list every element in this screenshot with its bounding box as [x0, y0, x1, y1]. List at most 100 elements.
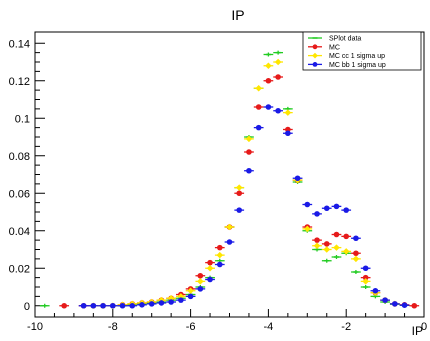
data-point [187, 293, 194, 300]
series-1 [59, 74, 420, 309]
data-point [255, 84, 262, 92]
data-point [284, 109, 292, 116]
data-point [313, 242, 321, 250]
data-point [255, 104, 262, 110]
data-point [255, 124, 262, 131]
y-axis: 0 0.02 0.04 0.06 0.08 0.1 0.12 0.14 [9, 38, 45, 313]
data-point [362, 274, 369, 281]
data-point [90, 302, 97, 309]
data-point [323, 241, 330, 247]
data-point [342, 248, 350, 255]
y-tick-label: 0.04 [9, 226, 30, 238]
data-point [246, 149, 252, 155]
data-point [323, 205, 330, 212]
plot-frame [34, 31, 425, 318]
data-point [352, 255, 360, 263]
data-point [226, 239, 233, 245]
data-point [158, 300, 165, 306]
y-tick-label: 0.12 [9, 76, 30, 88]
data-point [236, 207, 243, 213]
y-tick-label: 0.1 [15, 113, 30, 125]
data-point [314, 237, 320, 243]
plot-border [34, 31, 425, 318]
data-point [207, 259, 213, 266]
data-point [265, 62, 272, 70]
data-point [187, 287, 194, 295]
y-tick-label: 0.06 [9, 188, 30, 200]
y-tick-label: 0.14 [9, 38, 30, 50]
series-layer [39, 50, 420, 310]
x-tick-label: 0 [421, 321, 427, 333]
data-point [353, 235, 359, 242]
data-point [401, 302, 408, 308]
data-point [245, 135, 253, 143]
data-point [372, 287, 379, 294]
y-tick-label: 0.08 [9, 151, 30, 163]
data-point [265, 104, 272, 110]
data-point [197, 272, 204, 279]
x-tick-label: -4 [264, 321, 274, 333]
data-point [207, 276, 213, 283]
data-point [129, 302, 136, 309]
data-point [294, 175, 301, 182]
data-point [236, 190, 243, 197]
y-tick-label: 0.02 [9, 263, 30, 275]
data-point [343, 233, 350, 240]
data-point [246, 167, 252, 174]
data-point [362, 265, 369, 272]
data-point [148, 301, 155, 307]
data-point [304, 201, 311, 208]
data-point [382, 297, 388, 303]
data-point [216, 251, 224, 259]
data-point [392, 301, 398, 307]
data-point [206, 264, 214, 272]
data-point [216, 244, 223, 251]
data-point [343, 207, 350, 213]
data-point [333, 244, 340, 251]
data-point [265, 77, 272, 84]
data-point [100, 302, 106, 309]
data-point [168, 299, 174, 305]
data-point [119, 302, 126, 309]
data-point [333, 231, 340, 238]
x-tick-label: -6 [186, 321, 196, 333]
x-tick-label: -10 [27, 321, 43, 333]
series-3 [78, 104, 410, 309]
x-axis-title: IP [412, 324, 423, 338]
data-point [304, 225, 311, 233]
x-tick-label: -2 [341, 321, 351, 333]
data-point [235, 184, 243, 191]
data-point [226, 223, 233, 231]
data-point [314, 211, 320, 217]
data-point [333, 203, 340, 210]
chart-title: IP [231, 7, 244, 23]
legend-label: MC [329, 44, 340, 51]
x-axis: -10 -8 -6 -4 -2 0 [27, 309, 427, 333]
data-point [158, 296, 165, 304]
data-point [285, 130, 291, 137]
data-point [323, 246, 331, 253]
series-0 [39, 50, 410, 308]
data-point [178, 297, 184, 303]
data-point [353, 250, 359, 257]
data-point [312, 44, 318, 50]
data-point [275, 107, 281, 114]
data-point [61, 302, 67, 309]
data-point [411, 302, 418, 309]
data-point [197, 286, 204, 292]
data-point [139, 302, 145, 308]
data-point [362, 278, 369, 285]
data-point [274, 58, 282, 66]
y-tick-label: 0 [24, 301, 30, 313]
data-point [80, 302, 87, 309]
data-point [216, 261, 223, 268]
data-point [312, 52, 318, 59]
x-tick-label: -8 [108, 321, 118, 333]
legend-box [302, 31, 422, 71]
legend-label: MC bb 1 sigma up [329, 62, 386, 69]
data-point [197, 278, 204, 285]
legend-label: SPlot data [329, 36, 361, 43]
data-point [110, 302, 116, 309]
